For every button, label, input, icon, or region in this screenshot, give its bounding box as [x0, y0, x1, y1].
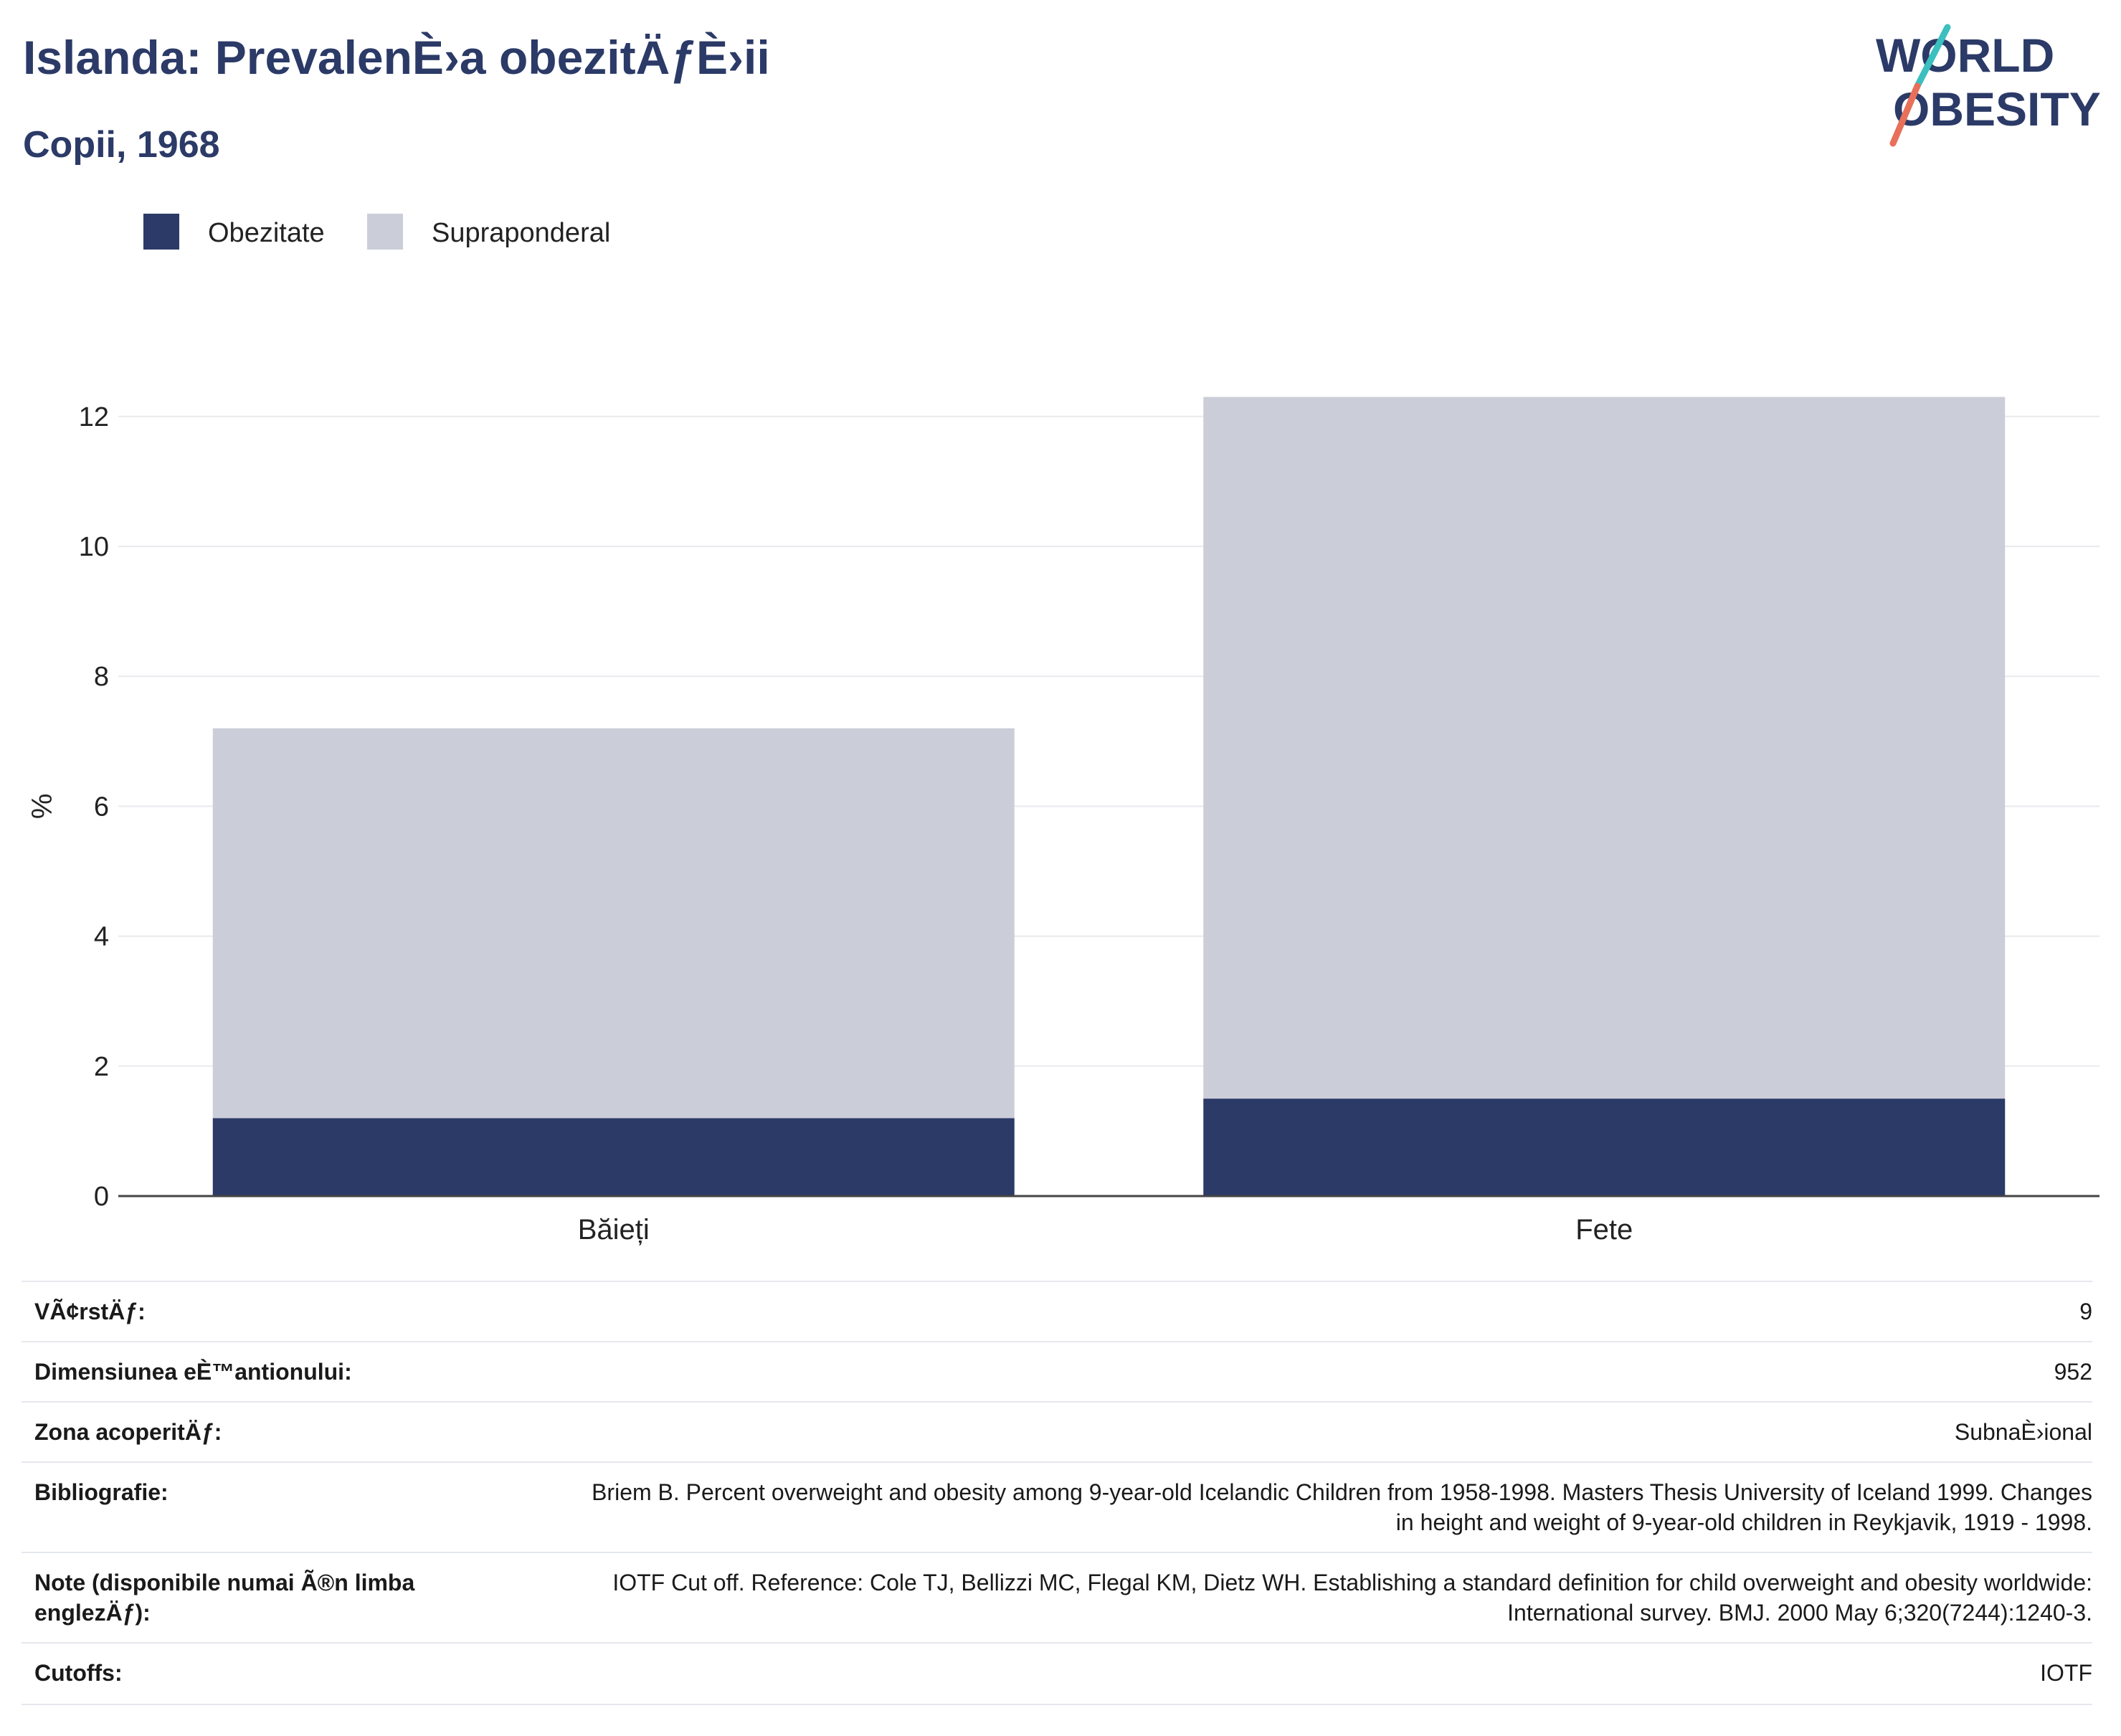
legend-swatch-obezitate: [143, 214, 179, 250]
y-tick-label: 6: [94, 792, 109, 822]
bar-supraponderal-1: [212, 728, 1015, 1119]
bar-supraponderal-2: [1203, 397, 2006, 1099]
info-value: SubnaÈ›ional: [1954, 1419, 2092, 1445]
stacked-bar-chart: 0 2 4 6 8 10 12% Băieți Fete: [27, 397, 2099, 1246]
info-row: Dimensiunea eÈ™antionului: 952: [22, 1341, 2092, 1403]
info-row: Note (disponibile numai Ã®n limba englez…: [22, 1552, 2092, 1643]
bar-obezitate-1: [212, 1118, 1015, 1196]
y-tick-label: 4: [94, 922, 109, 952]
legend-label-supraponderal: Supraponderal: [432, 218, 611, 248]
info-row: VÃ¢rstÄƒ: 9: [22, 1281, 2092, 1342]
logo-word-2: OBESITY: [1893, 82, 2101, 136]
logo-coral-stroke: [1889, 82, 1921, 147]
logo-word-1: WORLD: [1876, 29, 2054, 82]
info-value: 9: [2079, 1299, 2092, 1324]
y-tick-label: 8: [94, 662, 109, 692]
info-value: IOTF Cut off. Reference: Cole TJ, Belliz…: [612, 1570, 2092, 1626]
info-row: Cutoffs: IOTF: [22, 1642, 2092, 1705]
info-row: Bibliografie: Briem B. Percent overweight…: [22, 1461, 2092, 1553]
logo-teal-stroke: [1914, 24, 1951, 90]
y-axis-label: %: [27, 794, 58, 820]
legend-swatch-supraponderal: [367, 214, 403, 250]
page-subtitle: Copii, 1968: [23, 124, 220, 166]
info-row: Zona acoperitÄƒ: SubnaÈ›ional: [22, 1401, 2092, 1463]
y-tick-label: 2: [94, 1052, 109, 1082]
info-key: VÃ¢rstÄƒ:: [34, 1299, 146, 1324]
info-key: Dimensiunea eÈ™antionului:: [34, 1359, 352, 1385]
x-tick-label: Băieți: [578, 1214, 650, 1246]
info-value: IOTF: [2040, 1660, 2092, 1686]
y-tick-label: 0: [94, 1182, 109, 1212]
legend-label-obezitate: Obezitate: [208, 218, 325, 248]
info-key: Note (disponibile numai Ã®n limba englez…: [34, 1570, 415, 1626]
bar-obezitate-2: [1203, 1099, 2006, 1196]
x-tick-label: Fete: [1575, 1214, 1633, 1246]
info-value: Briem B. Percent overweight and obesity …: [592, 1479, 2092, 1535]
info-key: Zona acoperitÄƒ:: [34, 1419, 222, 1445]
y-tick-label: 10: [79, 532, 109, 562]
y-tick-label: 12: [79, 402, 109, 432]
info-key: Bibliografie:: [34, 1479, 169, 1505]
world-obesity-logo: WORLD OBESITY: [1876, 24, 2101, 147]
info-key: Cutoffs:: [34, 1660, 123, 1686]
page-title: Islanda: PrevalenÈ›a obezitÄƒÈ›ii: [23, 31, 770, 84]
info-value: 952: [2054, 1359, 2092, 1385]
